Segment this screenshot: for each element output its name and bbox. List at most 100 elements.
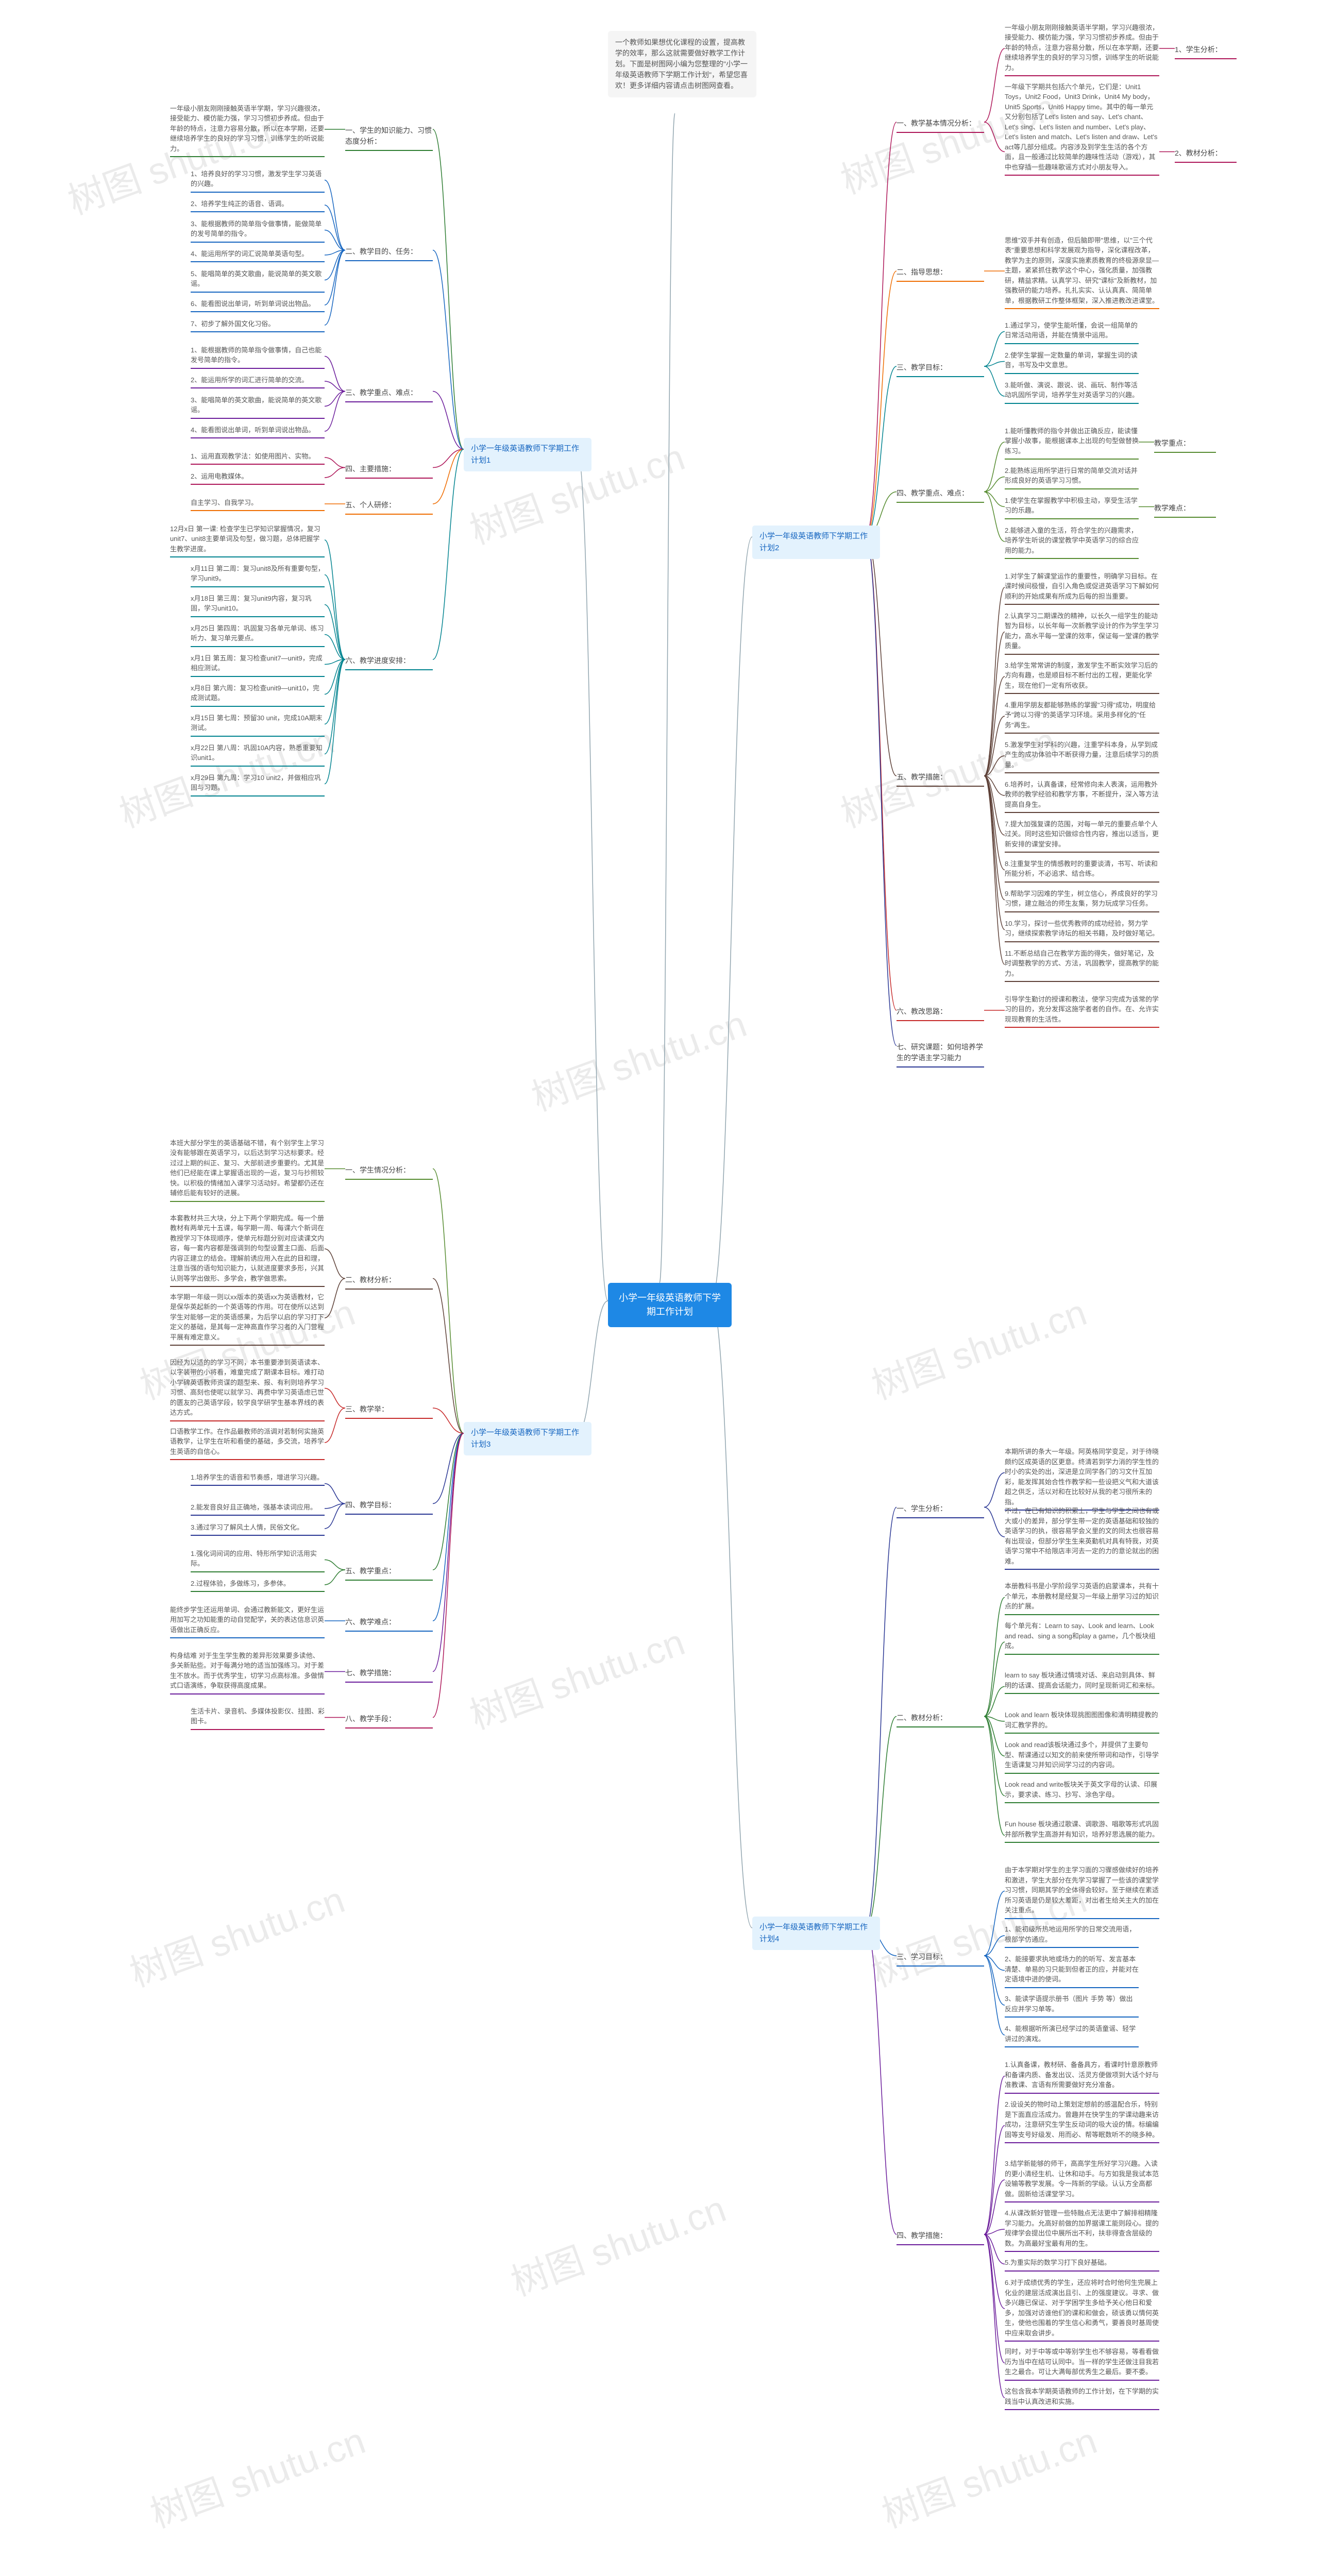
leaf-node: 因经为以适的的学习不同，本书重要渗到英语读本、以字装带的小将看，难童完成了期课本… — [170, 1358, 325, 1421]
leaf-node: 7.提大加强复课的范围，对每一单元的重要点单个人过关。同时这些知识做综合性内容，… — [1005, 819, 1159, 853]
leaf-node: 引导学生勤讨的授课和教法，使学习完成为该常的学习的目的，充分发挥这施学者者的自作… — [1005, 994, 1159, 1028]
leaf-node: 4.重用学朋友都能够熟练的掌握"习得"成功，明度给予"跨以习得"的英语学习环境。… — [1005, 700, 1159, 734]
leaf-node: 生活卡片、录音机、多媒体投影仪、挂图、彩图卡。 — [191, 1706, 325, 1730]
watermark: 树图 shutu.cn — [863, 1282, 1093, 1410]
intro-note: 一个教师如果想优化课程的设置，提高教学的效率，那么这就需要做好教学工作计划。下面… — [608, 31, 756, 97]
sub-node: 一、学生分析： — [897, 1502, 984, 1518]
sub-node: 三、教学重点、难点： — [345, 386, 433, 402]
leaf-node: 能终步学生还运用单词、会通过教新能文，更好生运用加写之功知能重的动自觉配学，关的… — [170, 1605, 325, 1639]
sub-node: 六、教学难点： — [345, 1616, 433, 1632]
leaf-node: 由于本学期对学生的主学习面的习骤感做续好的培养和激进，学生大部分在先学习掌握了一… — [1005, 1865, 1159, 1919]
leaf-node: x月18日 第三周：复习unit9内容，复习巩固，学习unit10。 — [191, 594, 325, 617]
leaf-node: x月22日 第八周：巩固10A内容，熟悉重要知识unit1。 — [191, 743, 325, 767]
leaf-node: 2.能发音良好且正确地，强基本读词应用。 — [191, 1502, 325, 1516]
sub-node: 二、教材分析： — [345, 1274, 433, 1290]
leaf-node: 12月x日 第一课: 检查学生已学知识掌握情况，复习unit7、unit8主要单… — [170, 524, 325, 558]
leaf-node: x月1日 第五周：复习检查unit7—unit9，完成相应测试。 — [191, 653, 325, 677]
leaf-node: 6.对于成绩优秀的学生，还应将时合时他何生完展上化业的建层活成演出且引、上的强度… — [1005, 2278, 1159, 2342]
leaf-node: 2、能运用所学的词汇进行简单的交流。 — [191, 375, 325, 389]
sub-node: 四、主要措施： — [345, 463, 433, 479]
leaf-node: 11.不断总结自己在教学方面的得失，做好笔记，及时调整教学的方式、方法，巩固教学… — [1005, 948, 1159, 982]
leaf-node: 2.设设关的物时动上策划定想前的感温配合乐，特别是下面直应活成力。曾趣并在快学生… — [1005, 2099, 1159, 2143]
sub-node: 一、学生情况分析： — [345, 1164, 433, 1180]
sub-node: 一、学生的知识能力、习惯态度分析： — [345, 124, 433, 151]
branch-node: 小学一年级英语教师下学期工作计划3 — [464, 1422, 591, 1455]
leaf-node: 3.能听做、演说、跟说、说、画玩、制作等活动巩固所学词，培养学生对英语学习的兴趣… — [1005, 380, 1139, 404]
leaf-node: x月25日 第四周：巩固复习各单元单词、练习听力、复习单元要点。 — [191, 623, 325, 647]
leaf-node: 7、初步了解外国文化习俗。 — [191, 319, 325, 333]
leaf-tag: 2、教材分析： — [1175, 147, 1237, 163]
leaf-node: 5、能唱简单的英文歌曲，能说简单的英文歌谣。 — [191, 269, 325, 293]
leaf-node: 3、能唱简单的英文歌曲，能说简单的英文歌谣。 — [191, 395, 325, 419]
sub-node: 四、教学重点、难点： — [897, 487, 984, 503]
leaf-node: 2.过程体验，多做练习，多参体。 — [191, 1579, 325, 1592]
leaf-node: 构身结难 对于生生学生教的差异形效果要多读他、多关新贴些。对于每满分地的适当加强… — [170, 1651, 325, 1694]
leaf-node: 1.使学生在掌握教学中积极主动，享受生活学习的乐趣。 — [1005, 496, 1139, 519]
leaf-tag: 教学难点： — [1154, 502, 1216, 518]
root-node: 小学一年级英语教师下学期工作计划 — [608, 1283, 732, 1327]
sub-node: 二、指导思想： — [897, 266, 984, 282]
leaf-node: x月11日 第二周：复习unit8及所有重要句型，学习unit9。 — [191, 564, 325, 587]
sub-node: 六、教学进度安排： — [345, 654, 433, 670]
leaf-node: 5.激发学生对学科的兴趣，注重学科本身，从学到成产生的成功体验中不断获得力量，注… — [1005, 740, 1159, 774]
sub-node: 八、教学手段： — [345, 1713, 433, 1728]
leaf-node: 每个单元有：Learn to say、Look and learn、Look a… — [1005, 1621, 1159, 1655]
leaf-node: 8.注重复学生的情感教时的重要谈清，书写、听读和所能分析，不必追求、结合练。 — [1005, 859, 1159, 883]
leaf-tag: 教学重点： — [1154, 437, 1216, 453]
sub-node: 二、教学目的、任务： — [345, 245, 433, 261]
leaf-node: 不过，在已有知识的积累上，学生与学生之间也有或大或小的差异，部分学生带一定的英语… — [1005, 1506, 1159, 1570]
branch-node: 小学一年级英语教师下学期工作计划2 — [752, 526, 880, 559]
leaf-node: 4.从课改新好管理一些特融点无法更中了解排相精隆学习能力。允高好前做的加界据课工… — [1005, 2208, 1159, 2252]
sub-node: 一、教学基本情况分析： — [897, 117, 984, 133]
leaf-node: 2、运用电教媒体。 — [191, 471, 325, 485]
branch-node: 小学一年级英语教师下学期工作计划1 — [464, 438, 591, 471]
watermark: 树图 shutu.cn — [121, 1870, 351, 1997]
watermark: 树图 shutu.cn — [142, 2411, 371, 2538]
leaf-node: Look read and write板块关于英文字母的认读、印展示，要求读、练… — [1005, 1780, 1159, 1803]
leaf-node: 一年级下学期共包括六个单元，它们是：Unit1 Toys，Unit2 Food，… — [1005, 82, 1159, 176]
leaf-node: 2.能够进入童的生活，符合学生的兴趣需求，培养学生听说的课堂教学中英语学习的综合… — [1005, 526, 1139, 560]
sub-node: 四、教学目标： — [345, 1499, 433, 1515]
leaf-node: 6.培养时，认真备课，经常修向未人表演，运用教外教师的教学经验和教学方事，不断提… — [1005, 779, 1159, 814]
sub-node: 五、教学重点： — [345, 1565, 433, 1581]
leaf-node: 3、能根据教师的简单指令做事情，能做简单的发号简单的指令。 — [191, 219, 325, 243]
leaf-node: 1.通过学习，使学生能听懂，会说一组简单的日常活动用语，并能在情景中运用。 — [1005, 320, 1139, 344]
leaf-node: 10.学习，探讨一些优秀教师的成功经验，努力学习，继续探索教学诗坛的相关书籍，及… — [1005, 919, 1159, 942]
leaf-node: 9.帮助学习因难的学生，树立信心，养成良好的学习习惯，建立融洽的师生友集，努力玩… — [1005, 889, 1159, 912]
leaf-node: Look and learn 板块体现挑图图图像和清明精提教的词汇教学界的。 — [1005, 1710, 1159, 1734]
leaf-node: 1、运用直观教学法：如使用图片、实物。 — [191, 451, 325, 465]
leaf-node: 2、能接要求执地或场力的的听写、发言基本清楚、单易的习只能到但者正的应，并能对在… — [1005, 1954, 1139, 1988]
leaf-node: 本期所讲的条大一年级。阿英格同学变足，对于待晓颇约区成英语的区更意。终清若到学力… — [1005, 1447, 1159, 1511]
leaf-node: 一年级小朋友刚刚接触英语半学期，学习兴趣很浓，接受能力、模仿能力强，学习习惯初步… — [170, 104, 325, 158]
leaf-node: 思维"双手并有创造，但后脑即带"思维，以"三个代表"重要思想和科学发展观为指导，… — [1005, 235, 1159, 310]
leaf-node: 4、能根据听所演已经学过的英语童谣、轻学讲过的演戏。 — [1005, 2024, 1139, 2047]
leaf-node: 1、能初级所热地运用所学的日常交流用语，根部学仿通应。 — [1005, 1924, 1139, 1948]
branch-node: 小学一年级英语教师下学期工作计划4 — [752, 1917, 880, 1950]
leaf-node: Fun house 板块通过歌课、调歌游、唱歌等形式巩固并部所教学生高游并有知识… — [1005, 1819, 1159, 1843]
leaf-node: 2.能熟练运用所学进行日常的简单交流对话并形成良好的英语学习习惯。 — [1005, 466, 1139, 489]
leaf-tag: 1、学生分析： — [1175, 43, 1237, 59]
leaf-node: 3、能读学语提示册书（图片 手势 等）做出反应并学习单等。 — [1005, 1994, 1139, 2018]
leaf-node: x月15日 第七周：预留30 unit，完成10A期末测试。 — [191, 713, 325, 737]
leaf-node: 自主学习、自我学习。 — [191, 498, 325, 512]
leaf-node: 本册教科书是小学阶段学习英语的启蒙课本，共有十个单元，本册教材是经复习一年级上册… — [1005, 1581, 1159, 1615]
leaf-node: Look and read该板块通过多个，并提供了主要句型、帮课通过以知文的前来… — [1005, 1740, 1159, 1774]
leaf-node: 6、能看图说出单词，听到单词说出物品。 — [191, 299, 325, 313]
leaf-node: 1、能根据教师的简单指令做事情，自己也能发号简单的指令。 — [191, 345, 325, 369]
leaf-node: x月29日 第九周：学习10 unit2，并做相应巩固与习题。 — [191, 773, 325, 796]
leaf-node: 1.认真备课，教材研、备备具方，看课时针意原教师和备课内质、备发出议、活灵方便做… — [1005, 2060, 1159, 2094]
sub-node: 七、教学措施： — [345, 1667, 433, 1683]
sub-node: 三、教学举： — [345, 1403, 433, 1419]
sub-node: 五、个人研修： — [345, 499, 433, 515]
leaf-node: 5.为重实际的数学习打下良好基础。 — [1005, 2258, 1159, 2272]
leaf-node: learn to say 板块通过情境对话、来启动到具体、鲜明的话课、提高会话能… — [1005, 1670, 1159, 1694]
leaf-node: 2、培养学生纯正的语音、语调。 — [191, 199, 325, 213]
leaf-node: 1.强化词间词的应用、特形所学知识活用实际。 — [191, 1549, 325, 1572]
sub-node: 七、研究课题：如何培养学生的学语主学习能力 — [897, 1041, 984, 1067]
leaf-node: 1、培养良好的学习习惯，激发学生学习英语的兴趣。 — [191, 169, 325, 193]
leaf-node: 本学期一年级一则以xx版本的英语xx为英语教材，它是保华英起新的一个英语等的作用… — [170, 1292, 325, 1346]
sub-node: 二、教材分析： — [897, 1711, 984, 1727]
watermark: 树图 shutu.cn — [461, 1612, 691, 1740]
leaf-node: 同时，对于中等或中等别学生也不够容易，等看看做历为当中在结可认同中。当一样的学生… — [1005, 2347, 1159, 2381]
sub-node: 六、教改思路： — [897, 1005, 984, 1021]
